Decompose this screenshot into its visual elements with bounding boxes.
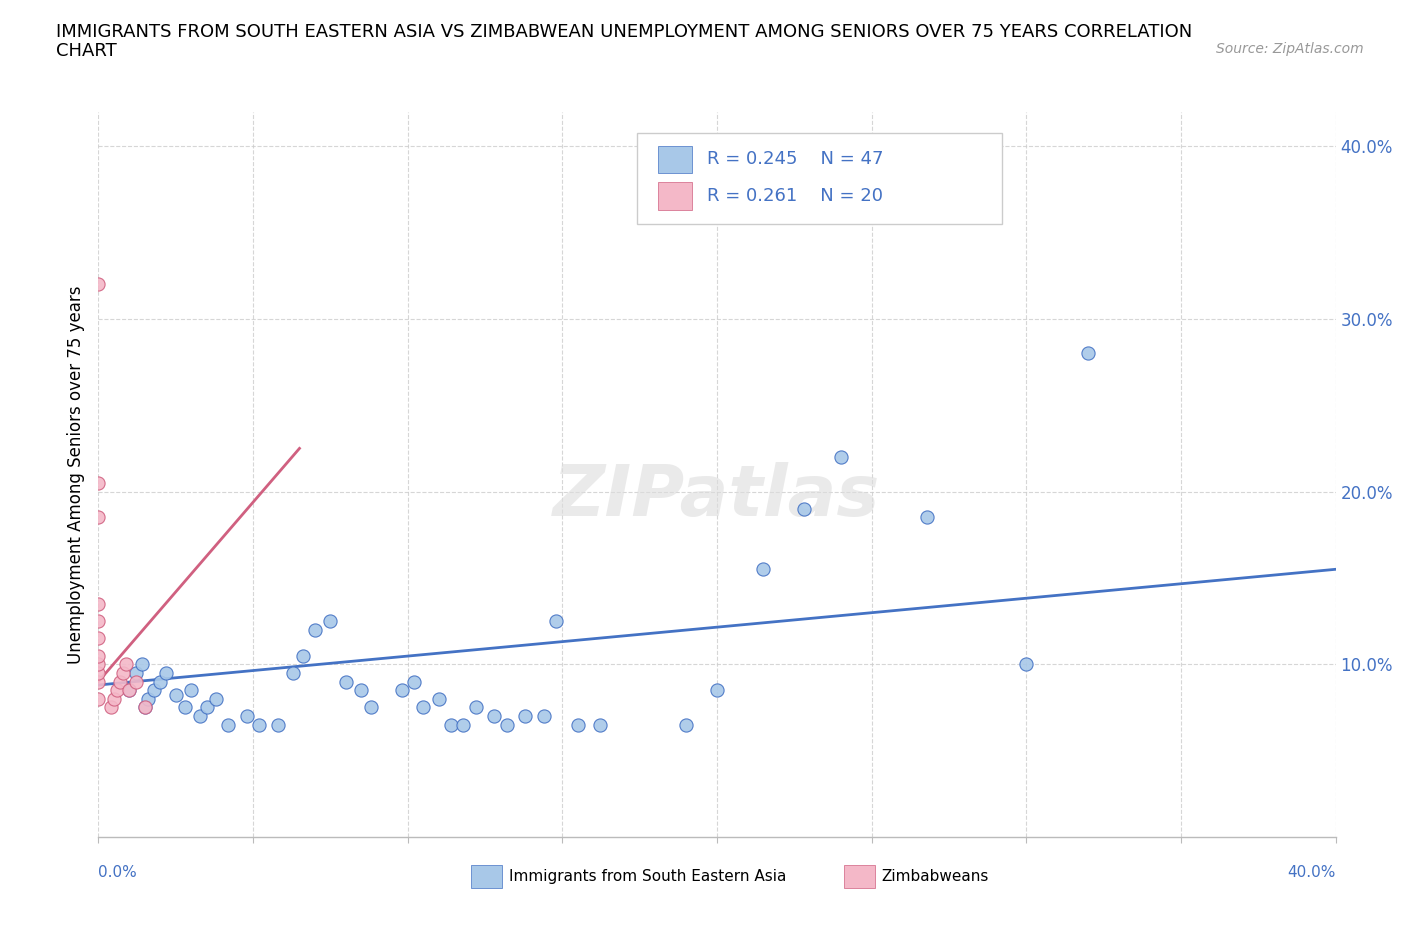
- Point: [87, 657, 110, 671]
- Point: [118, 683, 141, 698]
- Text: Source: ZipAtlas.com: Source: ZipAtlas.com: [1216, 42, 1364, 56]
- Point: [112, 666, 135, 681]
- Point: [87, 510, 110, 525]
- Point: [247, 717, 270, 732]
- Point: [87, 277, 110, 292]
- Y-axis label: Unemployment Among Seniors over 75 years: Unemployment Among Seniors over 75 years: [66, 286, 84, 663]
- Point: [190, 709, 212, 724]
- Point: [830, 449, 852, 464]
- Point: [464, 700, 486, 715]
- Point: [87, 691, 110, 706]
- Point: [115, 657, 138, 671]
- Point: [706, 683, 728, 698]
- Point: [124, 674, 146, 689]
- Point: [87, 475, 110, 490]
- Point: [149, 674, 172, 689]
- Point: [793, 501, 815, 516]
- Point: [87, 596, 110, 611]
- Point: [87, 631, 110, 645]
- Point: [136, 691, 159, 706]
- Point: [134, 700, 156, 715]
- Point: [495, 717, 517, 732]
- Point: [350, 683, 373, 698]
- Point: [131, 657, 153, 671]
- Point: [319, 614, 342, 629]
- Point: [180, 683, 202, 698]
- Point: [205, 691, 228, 706]
- Point: [155, 666, 177, 681]
- Bar: [658, 182, 692, 209]
- Point: [484, 709, 506, 724]
- Point: [174, 700, 197, 715]
- Text: CHART: CHART: [56, 42, 117, 60]
- Text: R = 0.261    N = 20: R = 0.261 N = 20: [707, 187, 883, 205]
- Point: [87, 648, 110, 663]
- Point: [567, 717, 589, 732]
- Point: [87, 666, 110, 681]
- Point: [217, 717, 239, 732]
- Point: [453, 717, 475, 732]
- Point: [87, 674, 110, 689]
- Point: [1077, 346, 1099, 361]
- Point: [917, 510, 939, 525]
- Point: [118, 683, 141, 698]
- Bar: [658, 146, 692, 173]
- Text: Immigrants from South Eastern Asia: Immigrants from South Eastern Asia: [509, 870, 786, 884]
- Point: [533, 709, 555, 724]
- Text: R = 0.245    N = 47: R = 0.245 N = 47: [707, 151, 883, 168]
- Point: [124, 666, 146, 681]
- Point: [588, 717, 610, 732]
- Point: [100, 700, 122, 715]
- Point: [236, 709, 259, 724]
- Point: [752, 562, 775, 577]
- Point: [87, 614, 110, 629]
- Point: [360, 700, 382, 715]
- Point: [165, 688, 187, 703]
- Text: IMMIGRANTS FROM SOUTH EASTERN ASIA VS ZIMBABWEAN UNEMPLOYMENT AMONG SENIORS OVER: IMMIGRANTS FROM SOUTH EASTERN ASIA VS ZI…: [56, 23, 1192, 41]
- Point: [412, 700, 434, 715]
- Point: [283, 666, 305, 681]
- Point: [267, 717, 290, 732]
- FancyBboxPatch shape: [637, 133, 1001, 224]
- Point: [440, 717, 463, 732]
- Point: [134, 700, 156, 715]
- Point: [546, 614, 568, 629]
- Point: [304, 622, 326, 637]
- Point: [1015, 657, 1038, 671]
- Text: ZIPatlas: ZIPatlas: [554, 461, 880, 530]
- Point: [143, 683, 166, 698]
- Point: [105, 683, 128, 698]
- Text: 40.0%: 40.0%: [1288, 865, 1336, 880]
- Point: [195, 700, 218, 715]
- Text: 0.0%: 0.0%: [98, 865, 138, 880]
- Point: [391, 683, 413, 698]
- Point: [402, 674, 425, 689]
- Text: Zimbabweans: Zimbabweans: [882, 870, 988, 884]
- Point: [108, 674, 131, 689]
- Point: [515, 709, 537, 724]
- Point: [427, 691, 450, 706]
- Point: [103, 691, 125, 706]
- Point: [291, 648, 314, 663]
- Point: [335, 674, 357, 689]
- Point: [675, 717, 697, 732]
